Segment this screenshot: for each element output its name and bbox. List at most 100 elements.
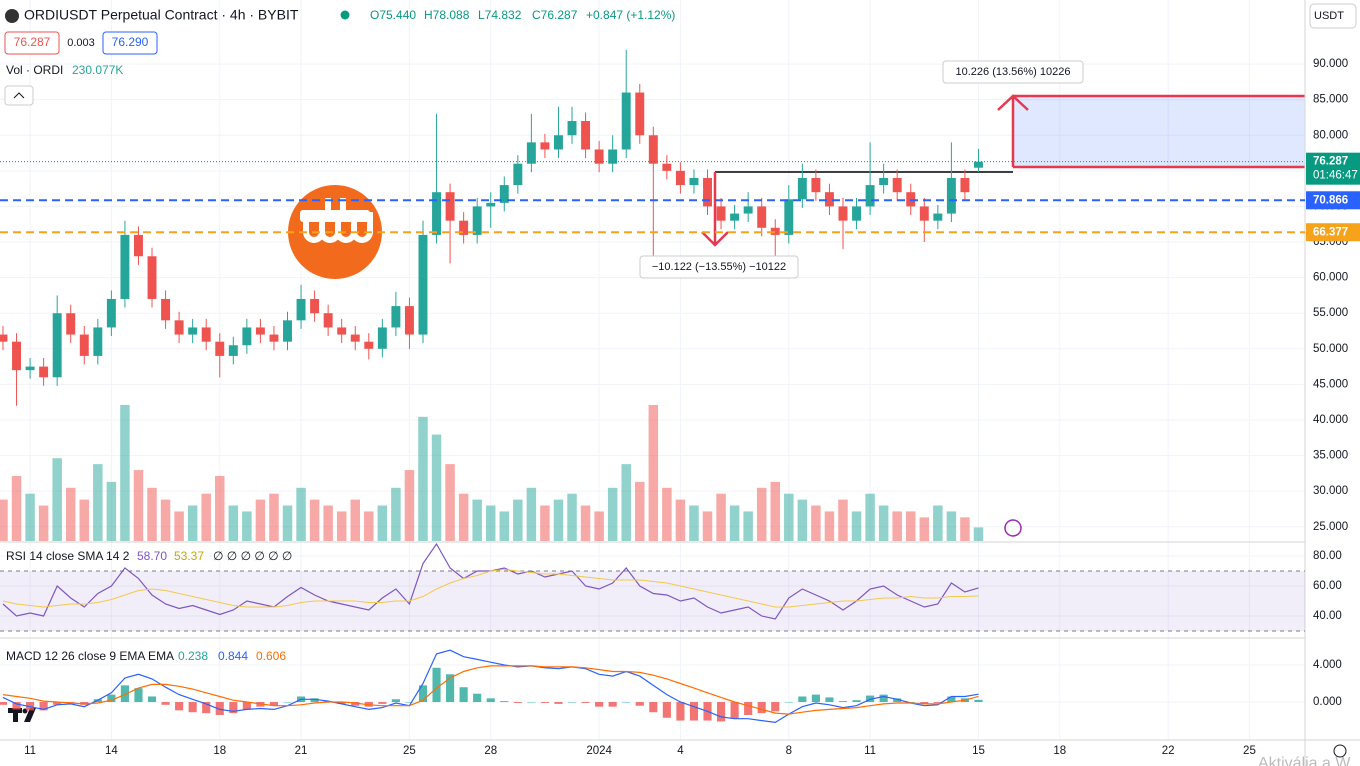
indicator-value: 53.37 bbox=[174, 549, 204, 563]
histogram-bar bbox=[567, 702, 577, 703]
volume-bar bbox=[106, 481, 117, 541]
histogram-bar bbox=[107, 694, 116, 703]
volume-bar bbox=[215, 475, 225, 541]
candle-body bbox=[743, 206, 753, 214]
collapse-button[interactable] bbox=[4, 85, 34, 106]
bid-price[interactable]: 76.287 bbox=[14, 35, 51, 49]
candle-body bbox=[608, 149, 618, 164]
histogram-bar bbox=[825, 697, 834, 703]
volume-bar bbox=[25, 493, 35, 541]
histogram-bar bbox=[595, 702, 604, 707]
histogram-bar bbox=[906, 702, 915, 703]
y-tick-label: 60.00 bbox=[1313, 580, 1342, 592]
volume-bar bbox=[309, 499, 320, 541]
volume-bar bbox=[336, 511, 347, 541]
ohlc-change: +0.847 (+1.12%) bbox=[586, 8, 675, 22]
y-tick-label: 45.000 bbox=[1313, 378, 1348, 390]
histogram-bar bbox=[893, 698, 902, 703]
histogram-bar bbox=[771, 702, 780, 712]
volume-bar bbox=[702, 511, 713, 541]
volume-bar bbox=[187, 505, 198, 541]
volume-bar bbox=[120, 405, 130, 541]
volume-bar bbox=[905, 511, 916, 541]
volume-bar bbox=[838, 499, 848, 541]
last-price-box bbox=[1306, 152, 1360, 185]
volume-bar bbox=[79, 499, 90, 541]
candle-body bbox=[513, 163, 523, 186]
volume-bar bbox=[38, 505, 49, 541]
measure-label: 10.226 (13.56%) 10226 bbox=[956, 66, 1071, 78]
histogram-bar bbox=[351, 702, 360, 706]
position-box[interactable] bbox=[1013, 96, 1305, 167]
volume-bar bbox=[93, 464, 103, 541]
y-tick-label: 0.000 bbox=[1313, 696, 1342, 708]
price-label-box bbox=[1306, 223, 1360, 242]
volume-bar bbox=[11, 475, 22, 541]
histogram-bar bbox=[134, 688, 143, 703]
macd-line bbox=[2, 649, 979, 724]
y-tick-label: 80.00 bbox=[1313, 550, 1342, 562]
volume-title: Vol · ORDI bbox=[6, 63, 63, 77]
x-tick-label: 14 bbox=[105, 745, 118, 757]
settings-icon[interactable] bbox=[1333, 744, 1347, 758]
histogram-bar bbox=[581, 702, 590, 703]
histogram-bar bbox=[39, 702, 48, 711]
histogram-bar bbox=[12, 702, 21, 710]
volume-bar bbox=[323, 505, 333, 541]
candle-body bbox=[770, 227, 780, 235]
currency-button[interactable] bbox=[1309, 3, 1357, 29]
y-tick-label: 35.000 bbox=[1313, 450, 1348, 462]
histogram-bar bbox=[784, 702, 793, 703]
volume-bar bbox=[553, 499, 564, 541]
candle-body bbox=[946, 177, 956, 214]
ohlc-close: C76.287 bbox=[532, 8, 578, 22]
symbol-title[interactable]: ORDIUSDT Perpetual Contract · 4h · BYBIT bbox=[24, 7, 299, 23]
candle-body bbox=[892, 177, 902, 193]
volume-bar bbox=[0, 499, 8, 541]
volume-bar bbox=[431, 434, 442, 541]
alert-icon[interactable] bbox=[1004, 519, 1022, 537]
buy-button[interactable] bbox=[102, 31, 158, 55]
collapse-icon bbox=[13, 92, 25, 99]
volume-bar bbox=[228, 505, 239, 541]
y-tick-label: 50.000 bbox=[1313, 343, 1348, 355]
y-tick-label: 60.000 bbox=[1313, 272, 1348, 284]
histogram-bar bbox=[175, 702, 184, 711]
indicator-value: 0.606 bbox=[256, 649, 286, 663]
candle-body bbox=[120, 234, 130, 299]
candle-body bbox=[93, 327, 103, 356]
candle-body bbox=[852, 206, 862, 221]
volume-bar bbox=[52, 458, 62, 541]
x-tick-label: 21 bbox=[295, 745, 308, 757]
ask-price[interactable]: 76.290 bbox=[112, 35, 149, 49]
candle-body bbox=[147, 256, 157, 299]
histogram-bar bbox=[405, 702, 414, 703]
candle-body bbox=[228, 345, 238, 356]
histogram-bar bbox=[229, 702, 238, 714]
y-tick-label: 4.000 bbox=[1313, 659, 1342, 671]
histogram-bar bbox=[649, 702, 658, 713]
volume-bar bbox=[756, 487, 767, 541]
candle-body bbox=[974, 161, 983, 168]
candle-body bbox=[418, 234, 428, 335]
candle-body bbox=[635, 92, 645, 136]
histogram-bar bbox=[852, 700, 861, 703]
histogram-bar bbox=[527, 702, 536, 703]
histogram-bar bbox=[188, 702, 197, 713]
countdown: 01:46:47 bbox=[1313, 170, 1358, 182]
candle-body bbox=[716, 206, 726, 221]
histogram-bar bbox=[446, 674, 455, 703]
sell-button[interactable] bbox=[4, 31, 60, 55]
volume-bar bbox=[364, 511, 374, 541]
x-tick-label: 11 bbox=[864, 745, 876, 757]
histogram-bar bbox=[337, 702, 346, 704]
currency[interactable]: USDT bbox=[1314, 10, 1344, 22]
candle-body bbox=[526, 142, 536, 164]
bitcoin-logo bbox=[288, 185, 382, 279]
candle-body bbox=[79, 334, 89, 356]
histogram-bar bbox=[730, 702, 739, 719]
candle-body bbox=[242, 327, 252, 346]
x-tick-label: 25 bbox=[1243, 745, 1256, 757]
histogram-bar bbox=[310, 698, 319, 703]
candle-body bbox=[933, 213, 943, 221]
